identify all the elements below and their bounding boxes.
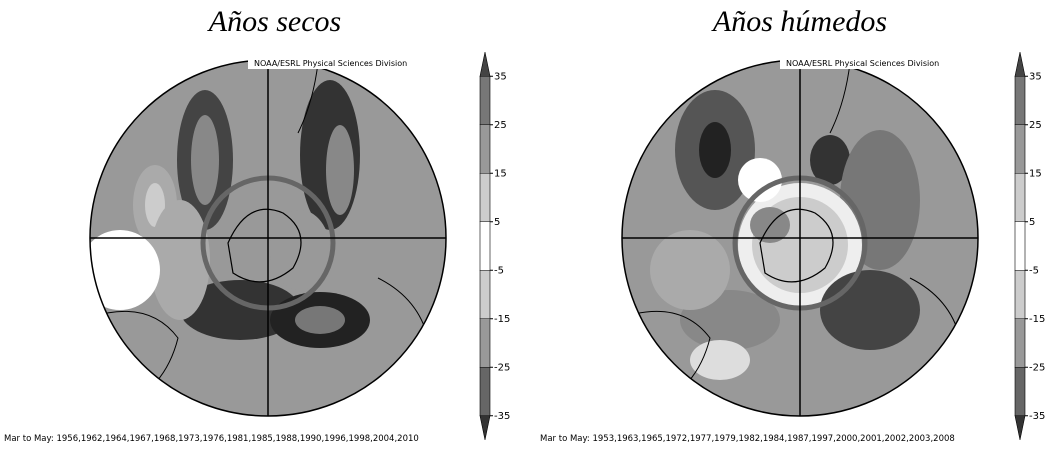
anomaly-contour <box>191 115 219 205</box>
colorbar-band <box>1014 75 1026 126</box>
antarctica <box>759 208 834 283</box>
colorbar-tick-label: 15 <box>1029 168 1042 179</box>
credit: NOAA/ESRL Physical Sciences Division <box>786 59 939 68</box>
colorbar-band <box>1014 124 1026 174</box>
caption: Mar to May: 1953,1963,1965,1972,1977,197… <box>540 434 955 444</box>
panel: Años secos NOAA/ESRL Physical Sciences Di… <box>4 5 510 444</box>
colorbar-band <box>1014 318 1026 368</box>
anomaly-contour <box>699 122 731 178</box>
colorbar-band <box>479 75 491 126</box>
anomaly-contour <box>326 125 354 215</box>
colorbar-band <box>1014 366 1026 417</box>
panel-title: Años húmedos <box>711 5 887 38</box>
colorbar-tick-label: -15 <box>1029 314 1045 325</box>
colorbar-tick-label: -5 <box>494 265 504 276</box>
antarctica <box>227 208 302 283</box>
anomaly-contour <box>150 200 210 320</box>
colorbar-band <box>479 269 491 320</box>
anomaly-contour <box>810 135 850 185</box>
colorbar-tick-label: 35 <box>494 71 507 82</box>
colorbar-band <box>479 124 491 174</box>
colorbar-band <box>1014 221 1026 271</box>
colorbar-tick-label: 5 <box>1029 217 1035 228</box>
colorbar-tick-label: -15 <box>494 314 510 325</box>
anomaly-contour <box>650 230 730 310</box>
colorbar-tick-label: 25 <box>1029 120 1042 131</box>
anomaly-contour <box>820 270 920 350</box>
colorbar-band <box>1014 269 1026 320</box>
anomaly-contour <box>180 280 300 340</box>
colorbar-band <box>1014 172 1026 223</box>
colorbar-tick-label: -35 <box>494 411 510 422</box>
colorbar-tick-label: 35 <box>1029 71 1042 82</box>
colorbar-band <box>479 318 491 368</box>
colorbar-band <box>479 415 491 441</box>
colorbar-tick-label: -5 <box>1029 265 1039 276</box>
caption: Mar to May: 1956,1962,1964,1967,1968,197… <box>4 434 419 444</box>
colorbar-band <box>479 366 491 417</box>
colorbar-tick-label: -35 <box>1029 411 1045 422</box>
colorbar-band <box>479 172 491 223</box>
anomaly-contour <box>690 340 750 380</box>
credit-box <box>248 56 433 69</box>
colorbar-band <box>479 221 491 271</box>
panel: Años húmedos NOAA/ESRL Physical Sciences … <box>540 5 1045 444</box>
colorbar-band <box>479 51 491 77</box>
colorbar-tick-label: 5 <box>494 217 500 228</box>
colorbar-tick-label: -25 <box>494 362 510 373</box>
colorbar-tick-label: 25 <box>494 120 507 131</box>
panel-title: Años secos <box>207 5 341 38</box>
anomaly-contour <box>738 158 782 202</box>
colorbar-band <box>1014 415 1026 441</box>
colorbar-band <box>1014 51 1026 77</box>
colorbar-tick-label: 15 <box>494 168 507 179</box>
anomaly-contour <box>295 306 345 334</box>
anomaly-contour <box>90 230 160 310</box>
credit: NOAA/ESRL Physical Sciences Division <box>254 59 407 68</box>
credit-box <box>780 56 965 69</box>
colorbar-tick-label: -25 <box>1029 362 1045 373</box>
